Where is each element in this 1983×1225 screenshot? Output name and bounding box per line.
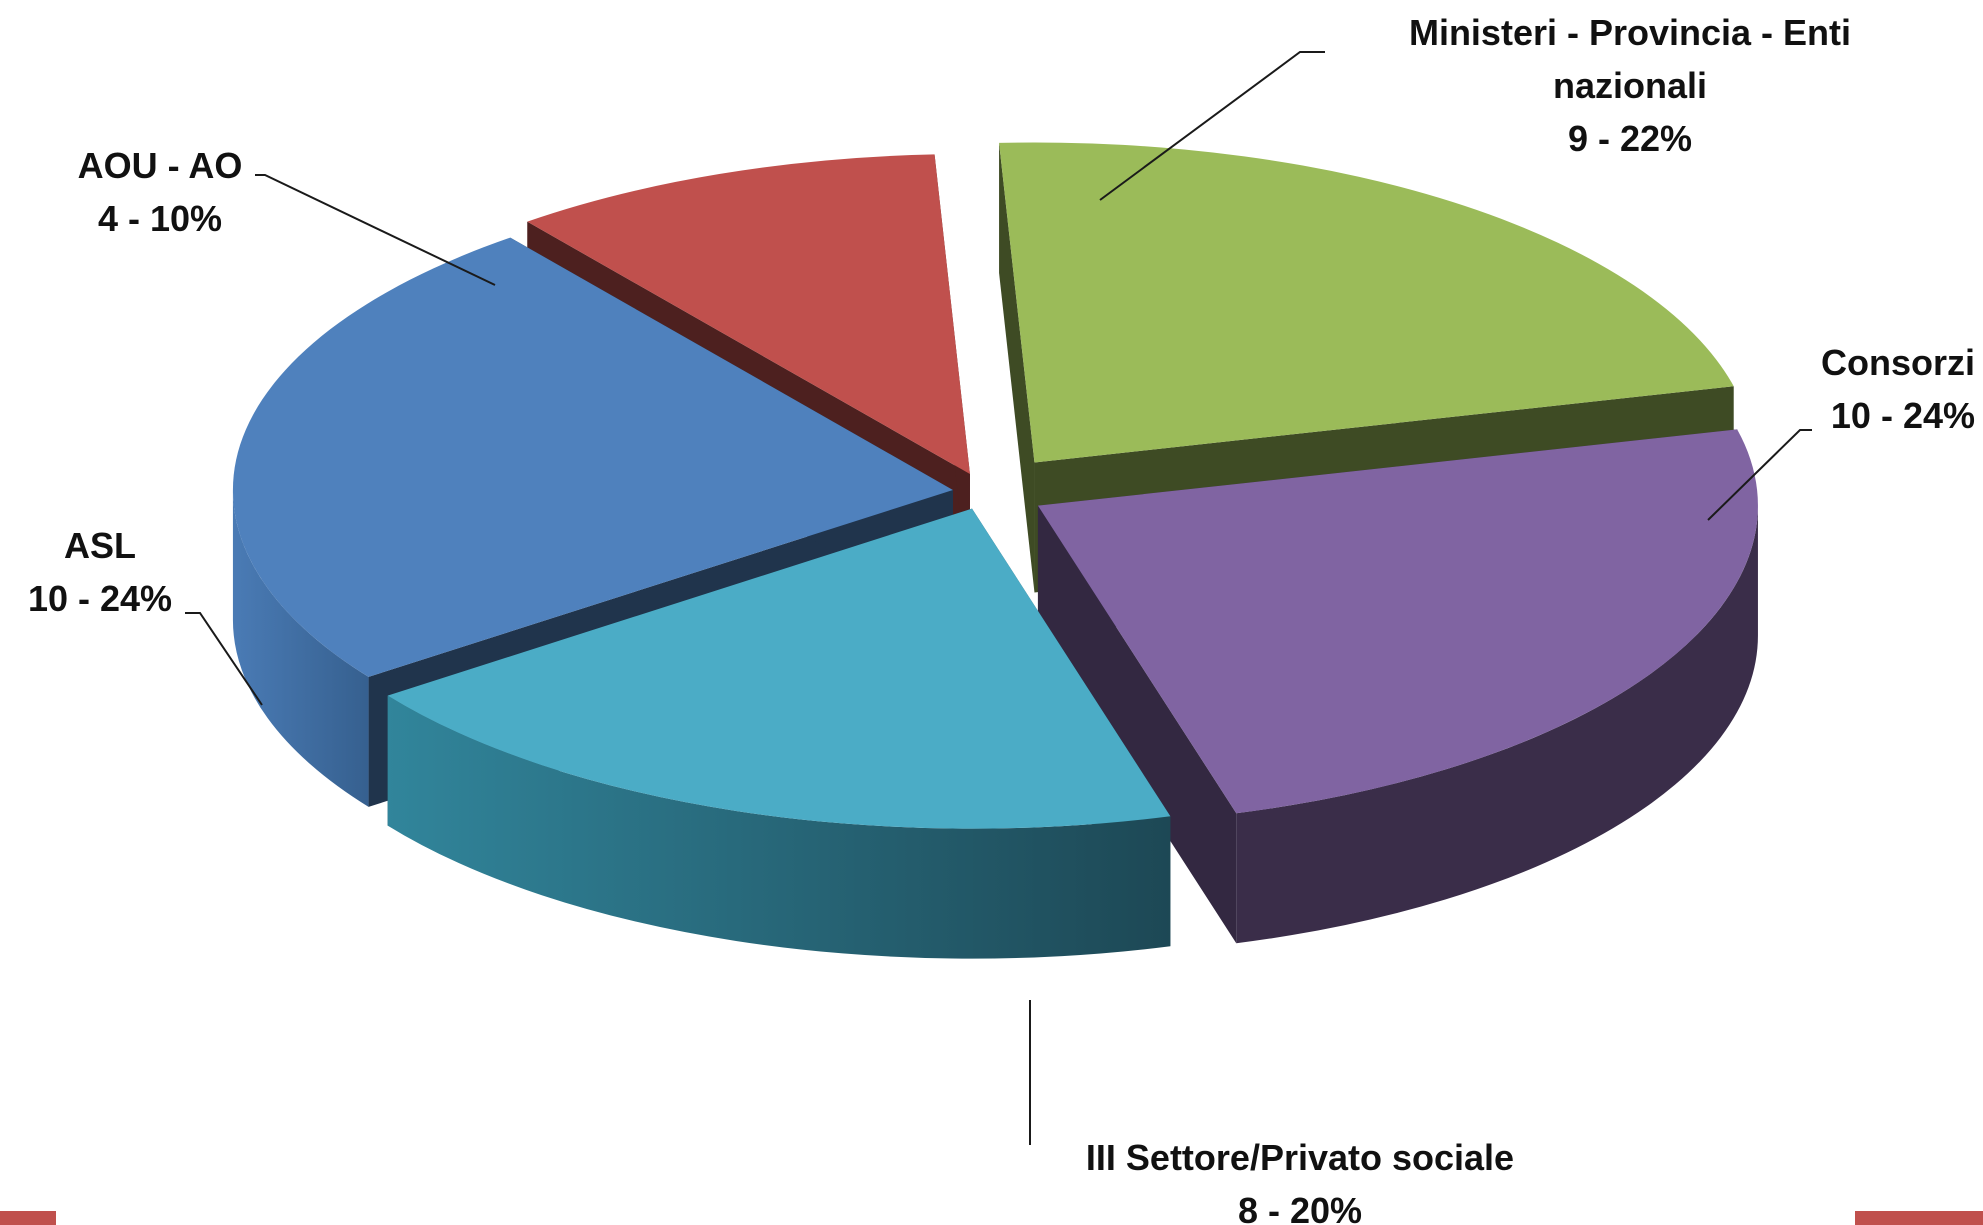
slice-value-label: 10 - 24% (1831, 395, 1975, 436)
slice-label: ASL 10 - 24% (28, 525, 172, 619)
corner-accent-left (0, 1211, 56, 1225)
slice-name-label: ASL (64, 525, 136, 566)
slice-label: Consorzi 10 - 24% (1821, 342, 1975, 436)
pie-slice-wall (1037, 505, 1237, 944)
leader-line (255, 174, 496, 286)
pie-slice-wall (999, 142, 1035, 593)
leader-line (1099, 51, 1325, 201)
corner-accent-right (1855, 1211, 1983, 1225)
leader-line (1707, 429, 1812, 521)
slice-name-label: III Settore/Privato sociale (1086, 1137, 1514, 1178)
leader-line (185, 612, 263, 706)
pie-slice-3 (232, 237, 953, 677)
pie-slice-side (387, 695, 1171, 959)
slice-name-label: Consorzi (1821, 342, 1975, 383)
slice-name-label: Ministeri - Provincia - Enti (1409, 12, 1851, 53)
pie-slice-1 (1037, 429, 1758, 814)
slice-name-label: AOU - AO (78, 145, 243, 186)
slice-value-label: 9 - 22% (1568, 118, 1692, 159)
slice-name-label: nazionali (1553, 65, 1707, 106)
slice-label: Ministeri - Provincia - Enti nazionali 9 -… (1409, 12, 1851, 159)
slice-value-label: 10 - 24% (28, 578, 172, 619)
pie-slice-4 (527, 154, 970, 475)
pie-slice-0 (999, 142, 1734, 463)
pie-slice-2 (387, 508, 1171, 829)
slice-label: AOU - AO 4 - 10% (78, 145, 243, 239)
slice-value-label: 8 - 20% (1238, 1190, 1362, 1225)
pie-slice-side (1236, 505, 1758, 944)
slice-value-label: 4 - 10% (98, 198, 222, 239)
pie-slice-side (232, 489, 369, 807)
slice-label: III Settore/Privato sociale 8 - 20% (1086, 1137, 1514, 1225)
